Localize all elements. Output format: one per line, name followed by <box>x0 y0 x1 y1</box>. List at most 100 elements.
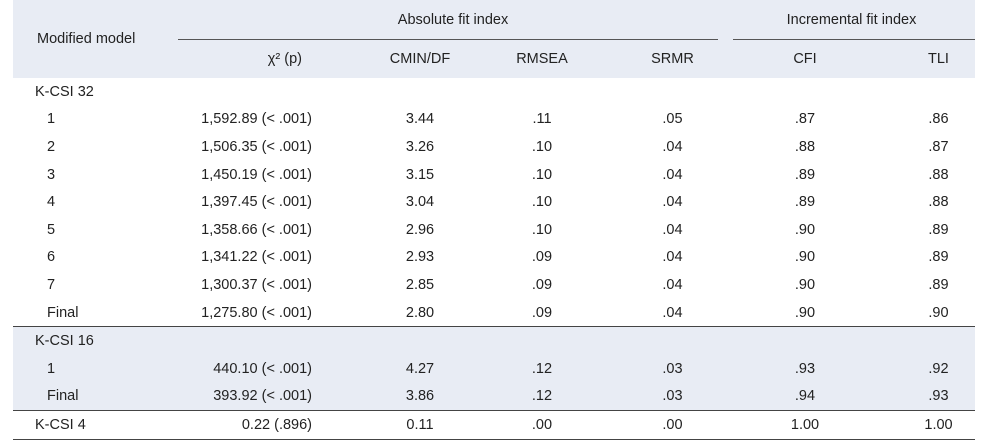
cell-cfi: .90 <box>794 221 816 238</box>
cell-cmin: 4.27 <box>338 354 483 383</box>
cell-srmr: .03 <box>598 382 728 411</box>
group-row: K-CSI 16 <box>13 326 975 355</box>
cell-tli: .90 <box>928 304 949 321</box>
cell-srmr: .04 <box>662 166 683 183</box>
cell-rmsea: .10 <box>531 166 553 183</box>
cell-tli: .89 <box>928 221 949 238</box>
cell-cfi: .90 <box>794 249 816 266</box>
table-row: 1 440.10 (< .001) 4.27.12.03.93.92 <box>13 354 975 383</box>
cell-srmr: .04 <box>662 194 683 211</box>
table-row: 2 1,506.35 (< .001) 3.26 .10 .04 .88 .87 <box>13 133 975 161</box>
group-row: K-CSI 32 <box>13 78 975 106</box>
table-row: 3 1,450.19 (< .001) 3.15 .10 .04 .89 .88 <box>13 161 975 189</box>
cell-tli: .93 <box>843 382 975 411</box>
table-header: Modified model Absolute fit index Increm… <box>13 0 975 78</box>
row-label: 4 <box>47 194 56 211</box>
cell-cfi: .89 <box>794 194 816 211</box>
cell-rmsea: .12 <box>483 354 598 383</box>
cell-rmsea: .00 <box>483 410 598 440</box>
row-label: 3 <box>47 166 56 183</box>
cell-cmin: 3.86 <box>338 382 483 411</box>
table-row: 5 1,358.66 (< .001) 2.96 .10 .04 .90 .89 <box>13 216 975 244</box>
cell-srmr: .04 <box>662 249 683 266</box>
header-absolute-underline <box>178 39 718 40</box>
row-label: 5 <box>47 221 56 238</box>
group-label: K-CSI 32 <box>35 83 94 100</box>
cell-chi: 1,300.37 (< .001) <box>201 276 312 293</box>
table-row: 4 1,397.45 (< .001) 3.04 .10 .04 .89 .88 <box>13 188 975 216</box>
cell-tli: .89 <box>928 249 949 266</box>
header-incremental-underline <box>733 39 975 40</box>
header-modified-model: Modified model <box>13 0 178 78</box>
cell-cfi: .87 <box>794 111 816 128</box>
group-label: K-CSI 16 <box>13 326 975 355</box>
cell-rmsea: .10 <box>531 138 553 155</box>
cell-cfi: .94 <box>728 382 843 411</box>
cell-tli: .87 <box>928 138 949 155</box>
cell-tli: .88 <box>928 194 949 211</box>
table-body: K-CSI 32 1 1,592.89 (< .001) 3.44 .11 .05 .87.… <box>13 78 975 440</box>
header-absolute-fit-index: Absolute fit index <box>178 0 728 40</box>
cell-cmin: 2.80 <box>405 304 435 321</box>
cell-tli: .89 <box>928 276 949 293</box>
cell-srmr: .03 <box>598 354 728 383</box>
cell-chi: 1,506.35 (< .001) <box>201 138 312 155</box>
cell-chi: 440.10 (< .001) <box>178 354 338 383</box>
cell-srmr: .04 <box>662 304 683 321</box>
fit-index-table-page: Modified model Absolute fit index Increm… <box>13 0 975 440</box>
header-cmin-df: CMIN/DF <box>338 40 483 78</box>
cell-cfi: .90 <box>794 304 816 321</box>
cell-chi: 1,592.89 (< .001) <box>201 111 312 128</box>
header-absolute-fit-index-label: Absolute fit index <box>397 12 509 28</box>
cell-cfi: .89 <box>794 166 816 183</box>
table-row: 7 1,300.37 (< .001) 2.85 .09 .04 .90 .89 <box>13 271 975 299</box>
cell-chi: 1,275.80 (< .001) <box>201 304 312 321</box>
cell-cmin: 2.96 <box>405 221 435 238</box>
cell-cmin: 2.85 <box>405 276 435 293</box>
cell-chi: 1,397.45 (< .001) <box>201 194 312 211</box>
row-label: 7 <box>47 276 56 293</box>
cell-cmin: 3.15 <box>405 166 435 183</box>
header-rmsea: RMSEA <box>483 40 598 78</box>
cell-chi: 1,358.66 (< .001) <box>201 221 312 238</box>
cell-cmin: 2.93 <box>405 249 435 266</box>
cell-cfi: 1.00 <box>728 410 843 440</box>
row-label: 1 <box>13 354 178 383</box>
table-row: Final 393.92 (< .001) 3.86.12.03.94.93 <box>13 382 975 411</box>
cell-srmr: .04 <box>662 276 683 293</box>
cell-rmsea: .11 <box>532 111 552 128</box>
fit-index-table: Modified model Absolute fit index Increm… <box>13 0 975 440</box>
header-incremental-fit-index-label: Incremental fit index <box>786 12 917 28</box>
cell-tli: 1.00 <box>843 410 975 440</box>
header-srmr: SRMR <box>598 40 728 78</box>
cell-srmr: .04 <box>662 138 683 155</box>
row-label: 1 <box>47 111 56 128</box>
cell-cfi: .88 <box>794 138 816 155</box>
row-label: Final <box>13 382 178 411</box>
cell-cmin: 3.26 <box>405 138 435 155</box>
cell-srmr: .00 <box>598 410 728 440</box>
header-incremental-fit-index: Incremental fit index <box>728 0 975 40</box>
row-label: 2 <box>47 138 56 155</box>
cell-srmr: .05 <box>662 111 683 128</box>
cell-chi: 1,450.19 (< .001) <box>201 166 312 183</box>
cell-srmr: .04 <box>662 221 683 238</box>
table-row: K-CSI 4 0.22 (.896) 0.11.00.00 1.00 1.00 <box>13 410 975 440</box>
cell-cmin: 0.11 <box>338 410 483 440</box>
cell-cfi: .93 <box>728 354 843 383</box>
cell-cmin: 3.04 <box>405 194 435 211</box>
cell-chi: 393.92 (< .001) <box>178 382 338 411</box>
header-cfi: CFI <box>728 40 843 78</box>
table-row: Final 1,275.80 (< .001) 2.80 .09 .04 .90 .90 <box>13 299 975 327</box>
row-label: Final <box>47 304 79 321</box>
cell-cfi: .90 <box>794 276 816 293</box>
table-row: 1 1,592.89 (< .001) 3.44 .11 .05 .87 .86 <box>13 106 975 134</box>
cell-tli: .86 <box>928 111 949 128</box>
cell-chi: 1,341.22 (< .001) <box>201 249 312 266</box>
cell-rmsea: .09 <box>531 249 553 266</box>
cell-rmsea: .12 <box>483 382 598 411</box>
cell-rmsea: .09 <box>531 276 553 293</box>
cell-tli: .88 <box>928 166 949 183</box>
table-row: 6 1,341.22 (< .001) 2.93 .09 .04 .90 .89 <box>13 244 975 272</box>
cell-chi: 0.22 (.896) <box>178 410 338 440</box>
